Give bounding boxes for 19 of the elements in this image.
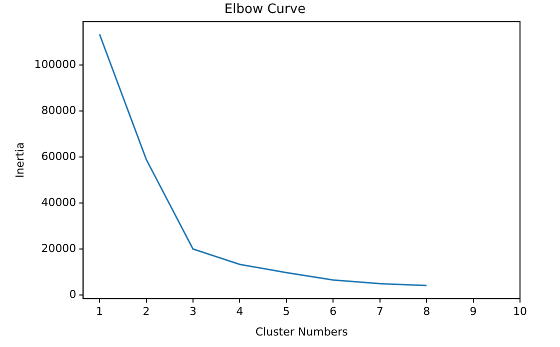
x-tick-label: 4 (236, 305, 244, 318)
x-tick-label: 3 (189, 305, 196, 318)
x-tick-label: 10 (513, 305, 527, 318)
y-tick-label: 0 (69, 288, 76, 301)
x-tick-label: 2 (142, 305, 150, 318)
y-tick-label: 80000 (41, 104, 76, 118)
y-axis-title: Inertia (13, 142, 26, 178)
x-axis-title: Cluster Numbers (255, 325, 348, 338)
y-tick-label: 40000 (41, 196, 76, 209)
x-tick-label: 9 (470, 305, 477, 318)
x-tick-label: 5 (282, 305, 290, 318)
x-tick-label: 1 (96, 305, 104, 318)
x-tick-label: 8 (423, 305, 430, 318)
y-tick-label: 60000 (41, 150, 76, 163)
chart-title: Elbow Curve (224, 2, 306, 18)
x-tick-label: 7 (376, 305, 384, 318)
y-tick-label: 20000 (41, 242, 76, 255)
x-tick-label: 6 (330, 305, 337, 318)
y-tick-label: 100000 (34, 58, 76, 72)
